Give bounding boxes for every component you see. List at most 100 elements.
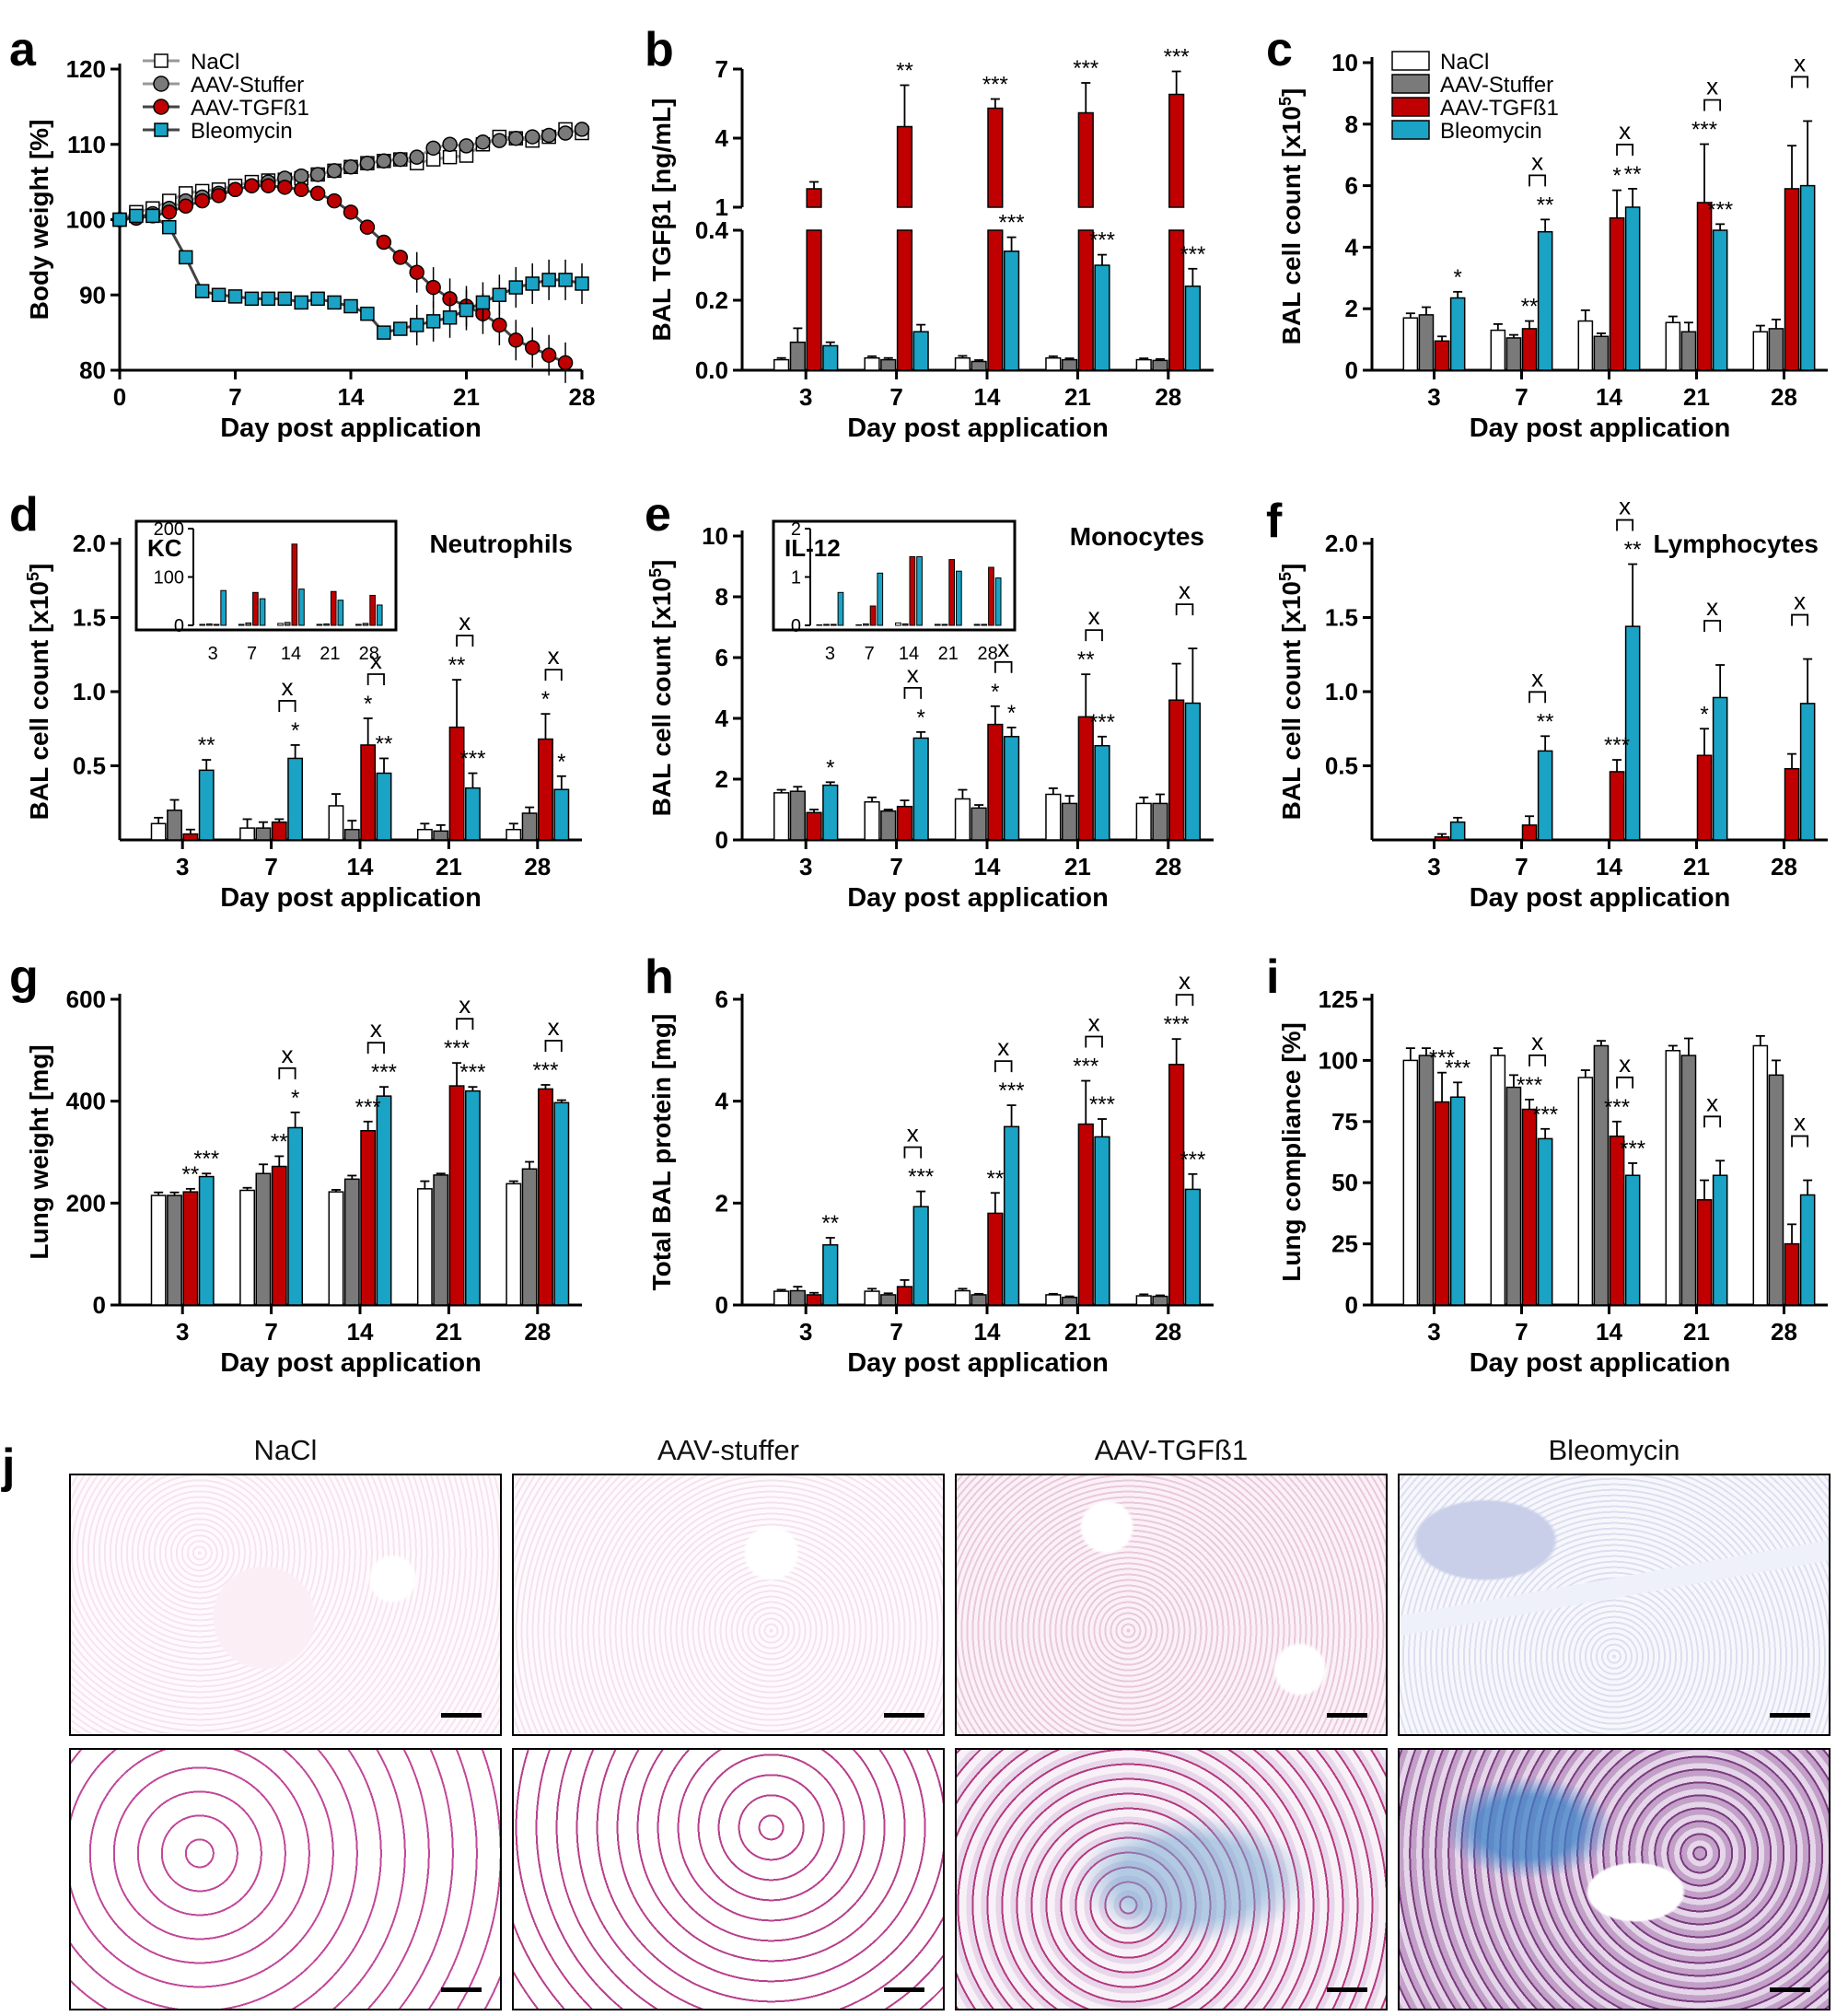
point-aav-stuffer	[492, 133, 507, 148]
bar-aav-stuffer	[1593, 1044, 1610, 1306]
bar-aav-tgfß1	[1077, 716, 1094, 841]
inset-y-tick-label: 100	[154, 568, 184, 588]
x-tick-label: 7	[1515, 853, 1528, 880]
bar-nacl	[1045, 356, 1062, 371]
comparison-bracket	[903, 686, 923, 699]
y-tick-label: 0	[715, 1291, 728, 1319]
bar-bleomycin	[1184, 1188, 1201, 1306]
bar-nacl	[1402, 1059, 1419, 1306]
bar-aav-stuffer	[1418, 314, 1435, 371]
y-axis-label: BAL TGFβ1 [ng/mL]	[647, 99, 676, 342]
inset-bar-aav-tgfß1	[869, 605, 877, 626]
bar-aav-tgfß1	[806, 1294, 822, 1306]
bar-aav-tgfß1	[538, 738, 553, 841]
comparison-x-mark: x	[1794, 588, 1806, 615]
bar-aav-stuffer	[789, 790, 806, 841]
bar-bleomycin	[1094, 744, 1110, 841]
inset-bar-bleomycin	[956, 570, 962, 626]
bar-aav-tgfß1-lower	[1077, 229, 1094, 371]
inset-bar-nacl	[816, 623, 823, 626]
inset-bar-aav-tgfß1	[948, 559, 956, 626]
inset-title: IL-12	[785, 534, 841, 562]
significance-stars: ***	[1180, 242, 1205, 267]
bar-nacl	[328, 805, 344, 841]
x-tick-label: 28	[1155, 853, 1181, 880]
inset-bar-aav-stuffer	[981, 623, 988, 626]
bar-aav-tgfß1	[1077, 1123, 1094, 1306]
histology-overview-bleomycin	[1398, 1474, 1831, 1736]
bar-nacl	[1490, 329, 1506, 371]
significance-stars: ***	[1089, 1092, 1115, 1117]
panel-f: f Day post application BAL cell count [x10…	[1266, 493, 1828, 913]
point-bleomycin	[129, 208, 144, 224]
bar-aav-stuffer	[880, 810, 897, 841]
comparison-bracket	[278, 700, 296, 712]
y-axis-label-superscript: 5	[1276, 572, 1295, 581]
significance-stars: ***	[1180, 1148, 1205, 1172]
significance-stars: **	[1537, 709, 1554, 734]
bar-bleomycin	[1799, 1194, 1816, 1306]
significance-stars: *	[1700, 702, 1708, 727]
bar-bleomycin	[1624, 206, 1641, 371]
inset-bar-aav-tgfß1	[369, 594, 376, 626]
scale-bar	[1327, 1713, 1367, 1718]
point-aav-stuffer	[475, 134, 491, 150]
significance-stars: ***	[1691, 118, 1717, 143]
x-tick-label: 28	[1155, 383, 1181, 411]
comparison-bracket	[1703, 1115, 1722, 1128]
comparison-x-mark: x	[281, 1041, 293, 1068]
x-tick-label: 7	[1515, 1318, 1528, 1346]
bar-bleomycin	[1624, 1174, 1641, 1306]
bar-bleomycin	[822, 1243, 839, 1306]
bar-aav-tgfß1-upper	[1077, 111, 1094, 208]
bar-nacl	[328, 1191, 344, 1306]
point-bleomycin	[492, 287, 507, 302]
y-tick-label: 1.5	[1325, 604, 1358, 632]
y-tick-label: 4	[715, 1088, 729, 1115]
inset-bar-nacl	[277, 623, 284, 626]
comparison-x-mark: x	[907, 660, 919, 688]
significance-stars: *	[1612, 164, 1621, 189]
y-tick-label: 75	[1331, 1108, 1358, 1136]
x-tick-label: 7	[889, 853, 902, 880]
point-aav-tgfß1	[293, 181, 309, 198]
legend-label: NaCl	[1440, 50, 1489, 75]
comparison-x-mark: x	[459, 991, 471, 1019]
point-aav-tgfß1	[409, 264, 424, 280]
x-tick-label: 7	[264, 1318, 277, 1346]
y-tick-label: 1.0	[73, 678, 106, 705]
point-bleomycin	[327, 295, 342, 310]
y-tick-label: 10	[702, 522, 728, 550]
bar-bleomycin	[1537, 230, 1553, 371]
point-bleomycin	[310, 291, 325, 307]
legend-label: AAV-Stuffer	[1440, 73, 1553, 98]
inset-bar-aav-stuffer	[206, 623, 213, 626]
bar-nacl	[864, 1290, 880, 1306]
comparison-bracket	[544, 1040, 563, 1052]
y-tick-label: 600	[66, 985, 106, 1013]
y-axis-label: Body weight [%]	[25, 120, 53, 320]
bar-aav-stuffer	[521, 1168, 538, 1306]
bar-bleomycin	[1537, 1137, 1553, 1306]
inset-y-tick-label: 1	[791, 568, 801, 588]
bar-aav-stuffer	[1152, 802, 1168, 841]
x-tick-label: 3	[799, 853, 812, 880]
x-tick-label: 3	[176, 853, 189, 880]
inset-x-tick-label: 3	[825, 644, 835, 664]
y-tick-label: 100	[1319, 1046, 1358, 1074]
bar-aav-stuffer	[167, 810, 182, 841]
bar-aav-stuffer	[880, 1294, 897, 1306]
point-bleomycin	[277, 291, 293, 307]
panel-letter-j: j	[2, 1439, 16, 1493]
significance-stars: **	[987, 1166, 1005, 1191]
x-tick-label: 14	[974, 853, 1001, 880]
scale-bar	[1327, 1987, 1367, 1992]
point-aav-tgfß1	[540, 347, 557, 363]
legend-swatch	[1391, 97, 1430, 117]
bar-aav-tgfß1	[1696, 202, 1713, 371]
bar-nacl	[239, 827, 255, 841]
inset-title: KC	[147, 534, 182, 562]
scale-bar	[441, 1987, 482, 1992]
inset-bar-nacl	[355, 623, 362, 626]
point-bleomycin	[360, 306, 375, 321]
